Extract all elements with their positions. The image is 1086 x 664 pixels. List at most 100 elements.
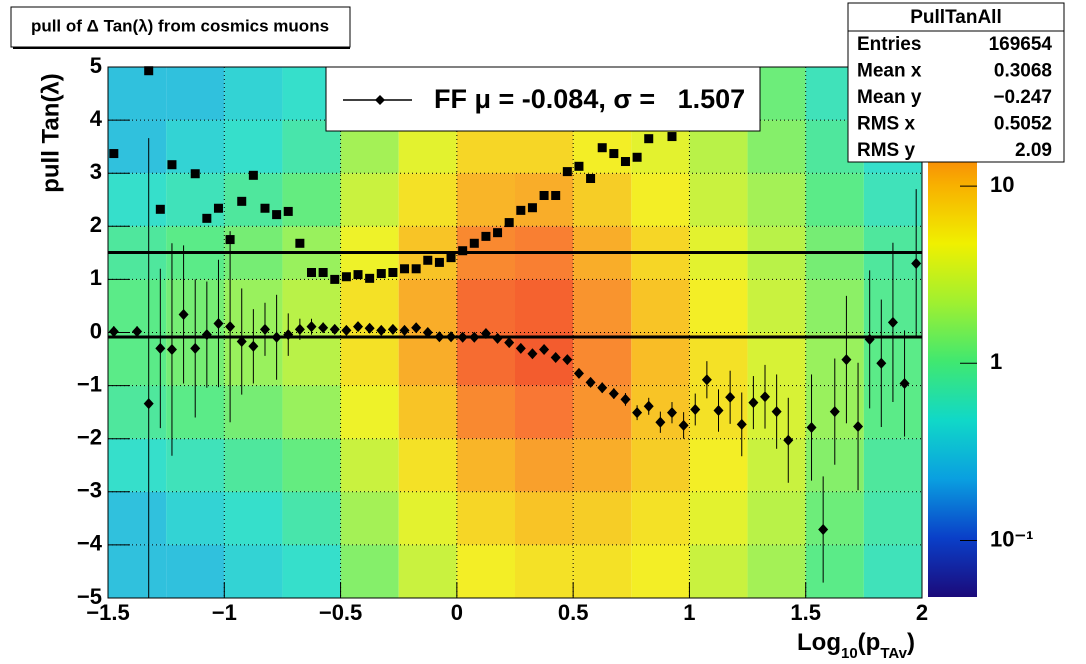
heat-cell	[747, 544, 806, 598]
heat-cell	[224, 438, 283, 492]
diamond-marker	[422, 327, 433, 338]
square-marker	[144, 66, 154, 76]
diamond-marker	[783, 434, 794, 446]
z-tick-label: 1	[990, 349, 1002, 374]
diamond-marker	[632, 407, 643, 419]
diamond-marker	[492, 332, 503, 344]
heat-cell	[689, 173, 748, 227]
heat-cell	[573, 279, 632, 333]
diamond-marker	[364, 322, 375, 334]
heat-cell	[863, 491, 922, 545]
legend-label: FF μ = -0.084, σ = 1.507	[434, 84, 745, 114]
x-tick-label: 0.5	[558, 600, 589, 625]
legend-sigma: 1.507	[678, 84, 746, 114]
stats-label: Entries	[857, 34, 921, 55]
heat-cell	[747, 279, 806, 333]
heat-cell	[689, 491, 748, 545]
diamond-marker	[132, 325, 143, 337]
heat-cell	[282, 332, 341, 386]
diamond-marker	[271, 331, 282, 343]
diamond-marker	[480, 328, 491, 340]
heat-cell	[398, 332, 457, 386]
square-marker	[213, 203, 223, 213]
stats-title: PullTanAll	[910, 7, 1001, 28]
heat-cell	[747, 491, 806, 545]
heat-cell	[166, 438, 225, 492]
diamond-marker	[806, 422, 817, 434]
square-marker	[353, 270, 363, 280]
square-marker	[516, 205, 526, 215]
x-label-sub: TAv	[880, 645, 907, 662]
heat-cell	[340, 544, 399, 598]
diamond-marker	[306, 321, 317, 333]
diamond-marker	[713, 405, 724, 417]
diamond-marker	[108, 325, 119, 337]
diamond-marker	[411, 322, 422, 334]
square-marker	[190, 169, 200, 179]
heat-cell	[631, 332, 690, 386]
square-marker	[423, 255, 433, 265]
legend-text: FF μ =	[434, 84, 522, 114]
heat-cell	[573, 332, 632, 386]
legend-text: , σ =	[598, 84, 677, 114]
heat-cell	[108, 173, 167, 227]
stats-value: 2.09	[1015, 140, 1052, 161]
x-tick-label: 0	[451, 600, 463, 625]
heat-cell	[224, 120, 283, 174]
legend-marker	[375, 95, 385, 105]
diamond-marker	[446, 331, 457, 343]
legend	[325, 66, 761, 132]
heat-cell	[340, 385, 399, 439]
x-tick-label: 1	[683, 600, 695, 625]
x-tick-label: −1	[212, 600, 237, 625]
diamond-marker	[248, 340, 259, 352]
diamond-marker	[190, 342, 201, 354]
heat-cell	[340, 173, 399, 227]
heat-cell	[631, 491, 690, 545]
diamond-marker	[864, 333, 875, 345]
diamond-marker	[771, 406, 782, 418]
chart-title: pull of Δ Tan(λ) from cosmics muons	[31, 16, 329, 35]
heat-cell	[515, 279, 574, 333]
heat-cell	[224, 544, 283, 598]
heat-cell	[515, 438, 574, 492]
square-marker	[167, 160, 177, 170]
square-marker	[260, 203, 270, 213]
x-tick-label: 2	[916, 600, 928, 625]
legend-mu: -0.084	[522, 84, 599, 114]
heat-cell	[398, 544, 457, 598]
diamond-marker	[155, 342, 166, 354]
x-label-sub: 10	[841, 645, 858, 662]
y-tick-label: −1	[77, 371, 102, 396]
heat-cell	[108, 279, 167, 333]
diamond-marker	[666, 407, 677, 419]
square-marker	[237, 196, 247, 206]
diamond-marker	[434, 331, 445, 343]
square-marker	[458, 246, 468, 256]
y-tick-label: 0	[90, 318, 102, 343]
heat-cell	[108, 491, 167, 545]
heat-cell	[224, 67, 283, 121]
diamond-marker	[515, 342, 526, 354]
diamond-marker	[353, 321, 364, 333]
y-tick-label: 3	[90, 159, 102, 184]
square-marker	[330, 274, 340, 284]
heat-cell	[340, 438, 399, 492]
heat-cell	[340, 491, 399, 545]
z-tick-label: 10	[990, 172, 1014, 197]
x-axis-label: Log10(pTAv)	[797, 629, 915, 662]
diamond-marker	[318, 322, 329, 334]
stats-label: RMS x	[857, 114, 916, 135]
diamond-marker	[225, 321, 236, 333]
diamond-marker	[329, 323, 340, 335]
square-marker	[667, 132, 677, 142]
heat-cell	[863, 544, 922, 598]
diamond-marker	[259, 323, 270, 335]
square-marker	[341, 272, 351, 282]
diamond-marker	[911, 257, 922, 269]
heat-cell	[398, 438, 457, 492]
square-marker	[318, 267, 328, 277]
heat-cell	[689, 438, 748, 492]
square-marker	[411, 264, 421, 274]
